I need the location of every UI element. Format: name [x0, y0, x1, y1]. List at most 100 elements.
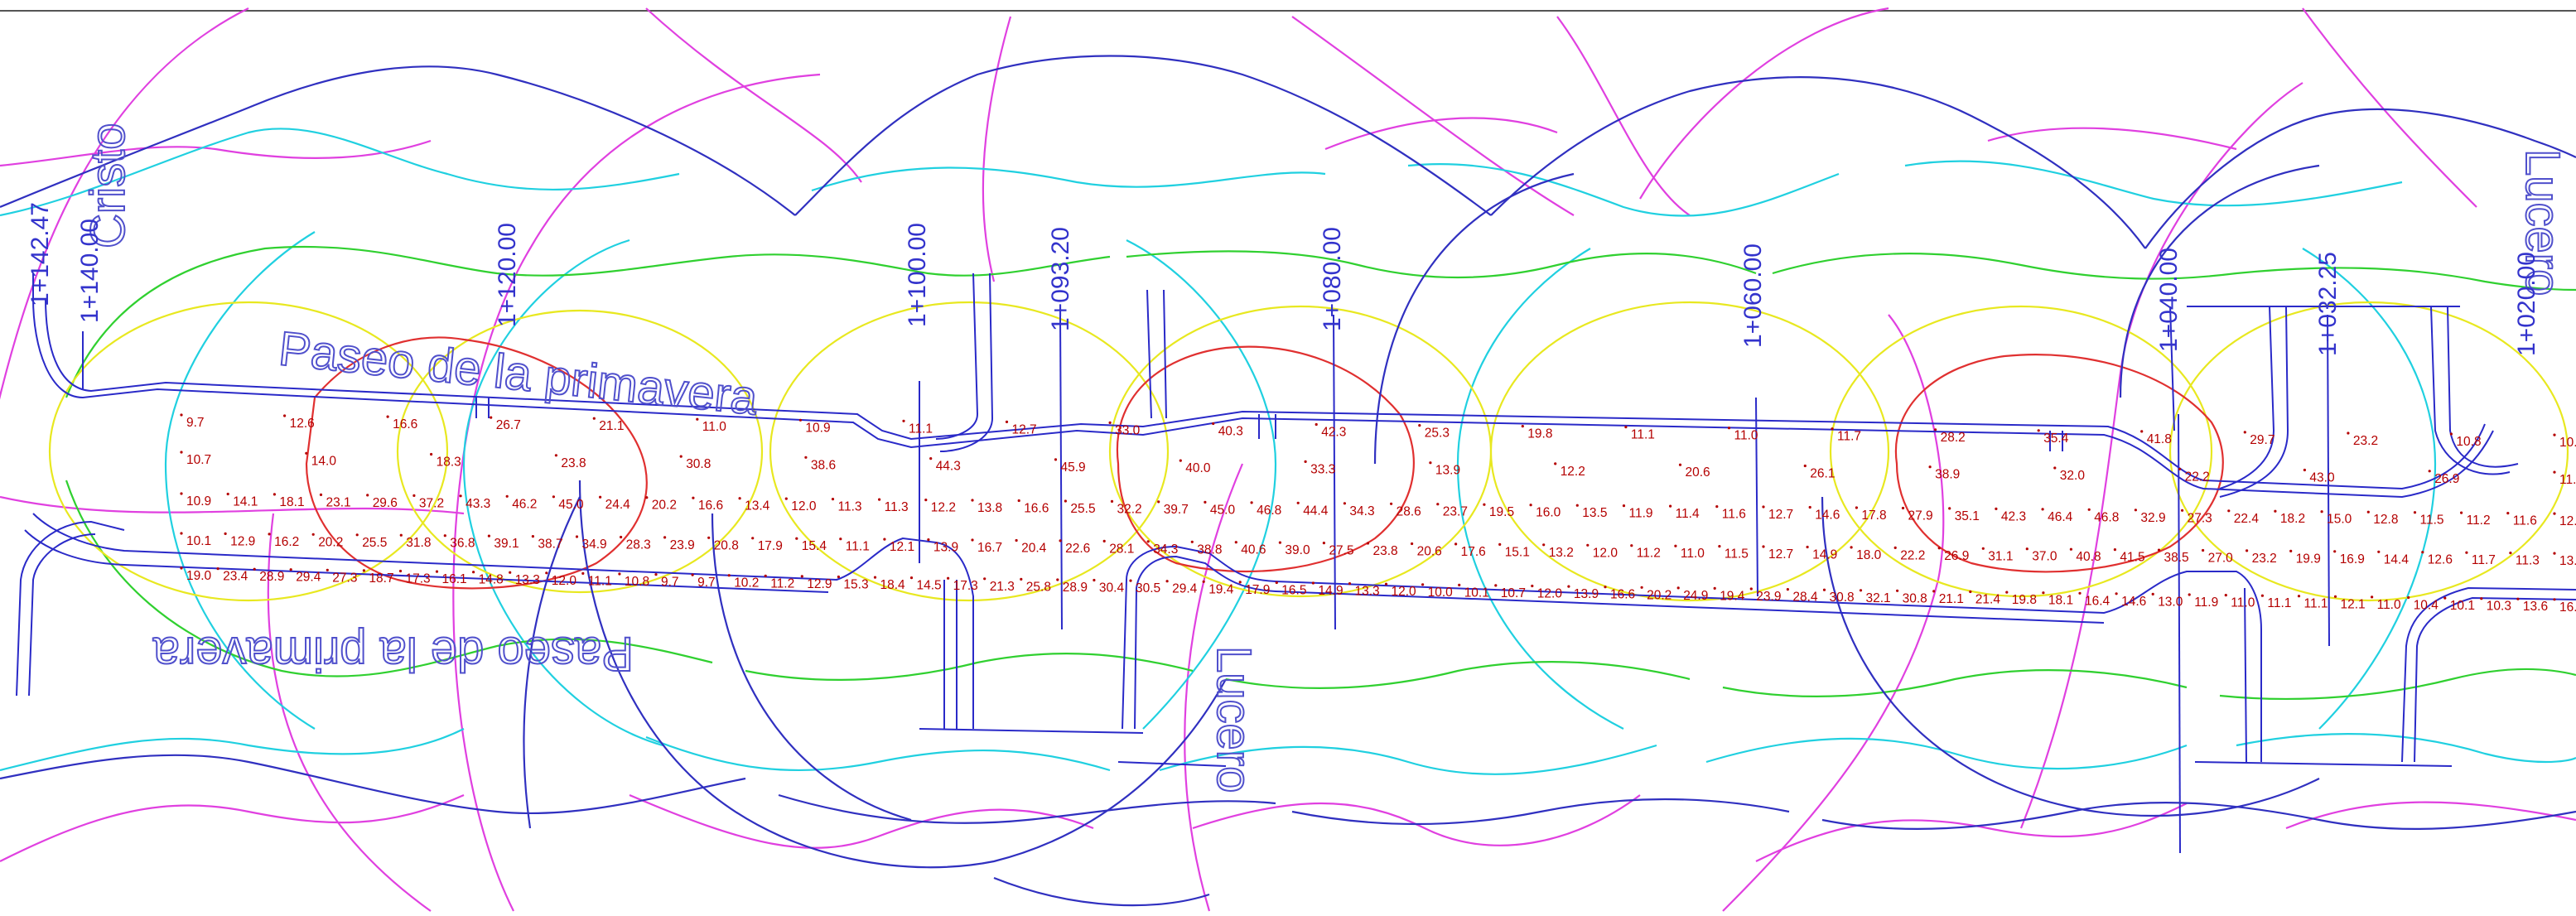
calc-point-marker: [727, 574, 731, 577]
calc-point-value: 10.1: [1464, 586, 1489, 600]
calc-point-value: 11.3: [2516, 554, 2540, 568]
calc-point-value: 23.2: [2353, 434, 2378, 448]
calc-point-value: 16.6: [393, 417, 417, 431]
calc-point-marker: [1204, 500, 1207, 504]
calc-point-value: 16.5: [1281, 584, 1306, 598]
calc-point-value: 28.2: [1941, 431, 1966, 445]
calc-point-marker: [1384, 582, 1388, 586]
calc-point-marker: [1948, 507, 1951, 510]
calc-point-marker: [2289, 549, 2293, 553]
calc-point-marker: [929, 457, 933, 460]
calc-point-marker: [319, 493, 323, 497]
calc-point-marker: [1108, 421, 1112, 424]
calc-point-value: 14.6: [1815, 509, 1840, 523]
calc-point-marker: [1311, 581, 1315, 585]
calc-point-marker: [2320, 510, 2323, 513]
calc-point-marker: [1713, 586, 1716, 591]
calc-point-value: 35.4: [2043, 431, 2069, 446]
calc-point-marker: [1676, 586, 1680, 590]
calc-point-marker: [1831, 427, 1834, 431]
isoline-yellow: [48, 301, 2569, 602]
calc-point-value: 16.0: [2559, 600, 2576, 615]
calc-point-value: 12.9: [230, 534, 255, 548]
station-label: 1+140.00: [76, 219, 104, 323]
calc-point-marker: [764, 574, 767, 577]
calc-point-marker: [2115, 592, 2118, 595]
calc-point-value: 9.7: [697, 576, 716, 590]
calc-point-value: 11.1: [588, 574, 612, 588]
calc-point-value: 27.0: [2208, 552, 2234, 566]
calc-point-marker: [490, 416, 493, 419]
calc-point-value: 32.9: [2140, 511, 2165, 525]
calc-point-marker: [2347, 431, 2350, 435]
calc-point-value: 17.3: [953, 579, 978, 593]
calc-point-value: 11.5: [1725, 547, 1749, 562]
calc-point-value: 23.9: [670, 538, 695, 552]
calc-point-marker: [2134, 509, 2137, 512]
calc-point-value: 26.1: [1810, 467, 1835, 481]
calc-point-marker: [2157, 548, 2161, 552]
calc-point-marker: [2509, 552, 2512, 555]
calc-point-value: 11.0: [702, 420, 726, 434]
calc-point-marker: [1808, 505, 1811, 509]
calc-point-value: 10.2: [734, 576, 759, 591]
calc-point-value: 11.0: [1734, 429, 1758, 443]
calc-point-value: 10.9: [805, 421, 830, 435]
calc-point-value: 40.6: [1241, 543, 1266, 557]
station-label: 1+142.47: [27, 202, 54, 306]
calc-point-marker: [1901, 506, 1905, 510]
calc-point-value: 10.8: [2456, 435, 2481, 449]
calc-point-value: 28.9: [1063, 581, 1088, 595]
calc-point-value: 38.7: [538, 538, 562, 552]
calc-point-value: 36.8: [450, 537, 475, 551]
calc-point-marker: [924, 499, 928, 502]
calc-point-value: 20.2: [1647, 588, 1672, 602]
illuminance-values: 9.7 12.6 16.6 26.7 21.1 11.0 10.9 11.1 12.7 33.0 4…: [180, 413, 2576, 615]
calc-point-value: 21.4: [1975, 593, 2001, 607]
calc-point-value: 40.3: [1218, 425, 1243, 439]
calc-point-marker: [1786, 588, 1789, 591]
calc-point-value: 12.1: [2341, 597, 2366, 611]
calc-point-marker: [487, 534, 491, 538]
calc-point-value: 11.0: [2231, 596, 2255, 610]
calc-point-marker: [311, 533, 315, 536]
calc-point-value: 45.9: [1061, 460, 1086, 475]
calc-point-marker: [2480, 597, 2483, 600]
calc-point-marker: [305, 451, 308, 455]
calc-point-marker: [399, 533, 403, 537]
calc-point-value: 28.3: [626, 538, 651, 552]
calc-point-marker: [289, 568, 292, 571]
calc-point-value: 17.3: [406, 572, 431, 586]
calc-point-value: 23.9: [1756, 590, 1781, 604]
calc-point-marker: [1238, 581, 1242, 584]
calc-point-marker: [180, 532, 183, 535]
calc-point-marker: [1429, 461, 1432, 465]
calc-point-marker: [2181, 509, 2184, 512]
calc-point-marker: [878, 498, 881, 501]
calc-point-value: 13.5: [1582, 506, 1607, 520]
calc-point-value: 13.2: [1549, 546, 1574, 560]
station-label: 1+100.00: [904, 223, 931, 327]
calc-point-value: 40.0: [1185, 461, 1211, 475]
station-label: 1+120.00: [494, 223, 521, 327]
calc-point-marker: [1059, 539, 1062, 542]
calc-point-value: 15.3: [843, 578, 868, 592]
calc-point-marker: [1296, 501, 1300, 504]
calc-point-value: 38.5: [2164, 551, 2189, 565]
calc-point-marker: [1017, 499, 1020, 503]
calc-point-marker: [1102, 539, 1106, 543]
calc-point-value: 11.3: [885, 500, 909, 514]
calc-point-marker: [2465, 551, 2468, 554]
calc-point-marker: [2333, 550, 2337, 553]
calc-point-value: 46.8: [2094, 510, 2119, 524]
calc-point-value: 29.4: [1172, 582, 1198, 596]
calc-point-marker: [2506, 512, 2510, 515]
calc-point-value: 26.9: [2434, 472, 2459, 486]
calc-point-marker: [1056, 578, 1059, 581]
calc-point-value: 13.9: [1435, 464, 1460, 478]
calc-point-value: 22.2: [2185, 470, 2210, 484]
calc-point-marker: [2333, 595, 2337, 598]
calc-point-marker: [2553, 433, 2556, 436]
calc-point-marker: [1348, 582, 1352, 586]
calc-point-marker: [545, 571, 548, 575]
